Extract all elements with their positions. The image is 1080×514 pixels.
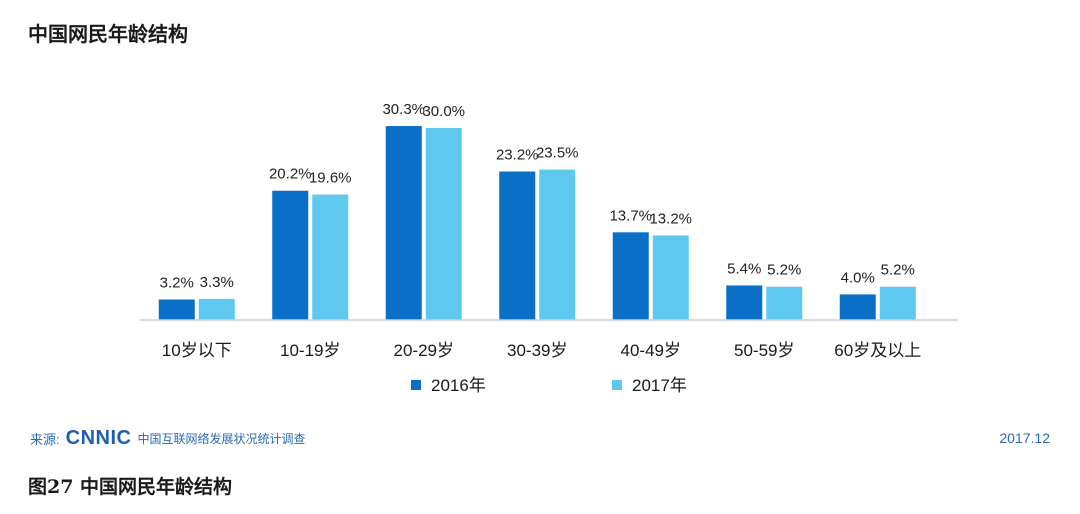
bar-chart: 3.2% 3.3% 20.2%19.6% 30.3%30.0% 23.2%23.5% 13… (140, 101, 958, 395)
bar-2016年-40-49岁 (612, 232, 649, 320)
x-tick-label: 10-19岁 (280, 341, 340, 360)
data-label: 30.0% (422, 103, 465, 120)
legend-label: 2017年 (632, 376, 687, 395)
data-label: 13.2% (649, 211, 692, 228)
page-title: 中国网民年龄结构 (28, 22, 188, 46)
data-labels-layer: 3.2% 3.3% 20.2%19.6% 30.3%30.0% 23.2%23.5% 13… (160, 101, 915, 291)
x-tick-label: 10岁以下 (162, 341, 232, 360)
data-label: 5.2% (767, 262, 801, 279)
bar-2017年-10-19岁 (312, 194, 349, 320)
data-label: 3.2% (160, 275, 194, 292)
data-label: 5.2% (881, 262, 915, 279)
bar-2016年-30-39岁 (499, 171, 536, 320)
data-label: 5.4% (727, 260, 761, 277)
bar-2017年-20-29岁 (425, 128, 462, 320)
bars-layer (158, 126, 916, 320)
data-label: 3.3% (200, 274, 234, 291)
bar-2016年-50-59岁 (726, 285, 763, 320)
data-label: 23.5% (536, 145, 579, 162)
x-tick-label: 30-39岁 (507, 341, 567, 360)
bar-2016年-10-19岁 (272, 190, 309, 320)
legend-swatch (612, 380, 622, 390)
data-label: 4.0% (841, 269, 875, 286)
legend-label: 2016年 (431, 376, 486, 395)
source-prefix: 来源: (30, 431, 60, 447)
x-tick-label: 60岁及以上 (834, 341, 921, 360)
x-tick-label: 20-29岁 (394, 341, 454, 360)
date-label: 2017.12 (999, 430, 1050, 446)
legend: 2016年 2017年 (411, 376, 687, 395)
x-tick-label: 50-59岁 (734, 341, 794, 360)
source-text: 中国互联网络发展状况统计调查 (137, 431, 306, 446)
cnnic-logo: CNNIC (65, 426, 132, 449)
source-row: 来源: CNNIC 中国互联网络发展状况统计调查 (30, 427, 305, 449)
legend-swatch (411, 380, 421, 390)
data-label: 23.2% (496, 147, 539, 164)
x-tick-label: 40-49岁 (621, 341, 681, 360)
data-label: 20.2% (269, 166, 312, 183)
bar-2017年-60岁及以上 (879, 286, 916, 320)
bar-2017年-50-59岁 (766, 286, 803, 320)
bar-2016年-20-29岁 (385, 126, 422, 320)
data-label: 19.6% (309, 170, 352, 187)
bar-2017年-30-39岁 (539, 169, 576, 320)
bar-2017年-40-49岁 (652, 235, 689, 320)
x-tick-labels-layer: 10岁以下 10-19岁 20-29岁 30-39岁 40-49岁 50-59岁 60岁及以… (162, 341, 921, 360)
bar-2016年-60岁及以上 (839, 294, 876, 320)
data-label: 13.7% (609, 207, 652, 224)
bar-2017年-10岁以下 (198, 298, 235, 320)
figure-caption: 图27 中国网民年龄结构 (28, 476, 233, 498)
bar-2016年-10岁以下 (158, 299, 195, 320)
data-label: 30.3% (382, 101, 425, 118)
